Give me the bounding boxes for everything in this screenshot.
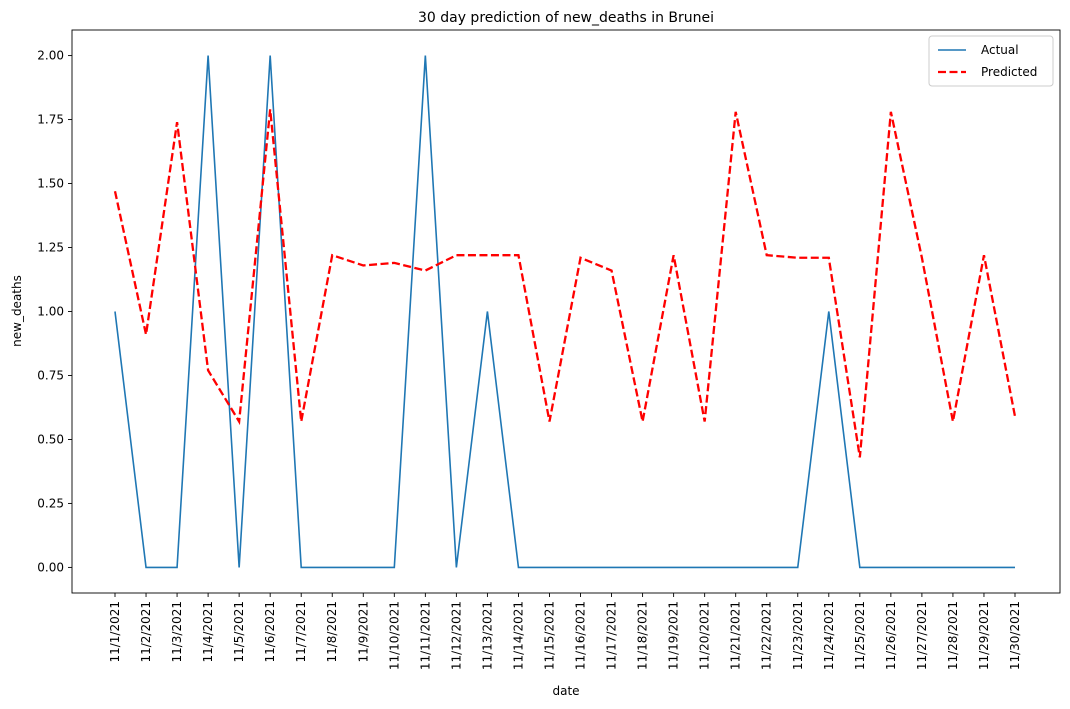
y-axis-label: new_deaths <box>10 275 24 347</box>
y-tick-label: 1.25 <box>37 241 64 255</box>
x-tick-label: 11/9/2021 <box>356 601 370 663</box>
y-tick-label: 0.75 <box>37 368 64 382</box>
chart-title: 30 day prediction of new_deaths in Brune… <box>418 10 714 26</box>
y-tick-label: 1.50 <box>37 177 64 191</box>
y-axis: 0.00 0.25 0.50 0.75 1.00 1.25 1.50 1.75 2.00 <box>37 49 72 574</box>
x-tick-label: 11/6/2021 <box>263 601 277 663</box>
x-tick-label: 11/12/2021 <box>449 601 463 670</box>
x-tick-label: 11/8/2021 <box>325 601 339 663</box>
x-tick-label: 11/25/2021 <box>853 601 867 670</box>
x-tick-label: 11/24/2021 <box>822 601 836 670</box>
x-tick-label: 11/26/2021 <box>884 601 898 670</box>
x-tick-label: 11/13/2021 <box>480 601 494 670</box>
x-tick-label: 11/3/2021 <box>170 601 184 663</box>
x-tick-label: 11/21/2021 <box>729 601 743 670</box>
y-tick-label: 0.25 <box>37 496 64 510</box>
x-axis-label: date <box>552 684 579 698</box>
x-tick-label: 11/1/2021 <box>108 601 122 663</box>
series-line-predicted <box>113 109 1017 458</box>
x-tick-label: 11/19/2021 <box>667 601 681 670</box>
x-tick-label: 11/4/2021 <box>201 601 215 663</box>
x-tick-label: 11/18/2021 <box>636 601 650 670</box>
x-tick-label: 11/29/2021 <box>977 601 991 670</box>
x-tick-label: 11/23/2021 <box>791 601 805 670</box>
x-tick-label: 11/5/2021 <box>232 601 246 663</box>
series-line-actual <box>114 55 1015 569</box>
x-tick-label: 11/28/2021 <box>946 601 960 670</box>
y-tick-label: 1.75 <box>37 113 64 127</box>
legend-label-predicted: Predicted <box>981 65 1037 79</box>
x-tick-label: 11/17/2021 <box>605 601 619 670</box>
x-tick-label: 11/30/2021 <box>1008 601 1022 670</box>
x-tick-label: 11/14/2021 <box>511 601 525 670</box>
x-tick-label: 11/11/2021 <box>418 601 432 670</box>
x-axis: 11/1/2021 11/2/2021 11/3/2021 11/4/2021 11/5… <box>108 593 1022 670</box>
y-tick-label: 0.50 <box>37 432 64 446</box>
x-tick-label: 11/7/2021 <box>294 601 308 663</box>
y-tick-label: 0.00 <box>37 560 64 574</box>
y-tick-label: 1.00 <box>37 305 64 319</box>
legend: Actual Predicted <box>928 35 1054 87</box>
x-tick-label: 11/10/2021 <box>387 601 401 670</box>
x-tick-label: 11/15/2021 <box>542 601 556 670</box>
legend-box <box>928 35 1054 87</box>
x-tick-label: 11/27/2021 <box>915 601 929 670</box>
x-tick-label: 11/16/2021 <box>574 601 588 670</box>
x-tick-label: 11/22/2021 <box>760 601 774 670</box>
x-tick-label: 11/2/2021 <box>139 601 153 663</box>
y-tick-label: 2.00 <box>37 49 64 63</box>
legend-label-actual: Actual <box>981 43 1019 57</box>
x-tick-label: 11/20/2021 <box>698 601 712 670</box>
